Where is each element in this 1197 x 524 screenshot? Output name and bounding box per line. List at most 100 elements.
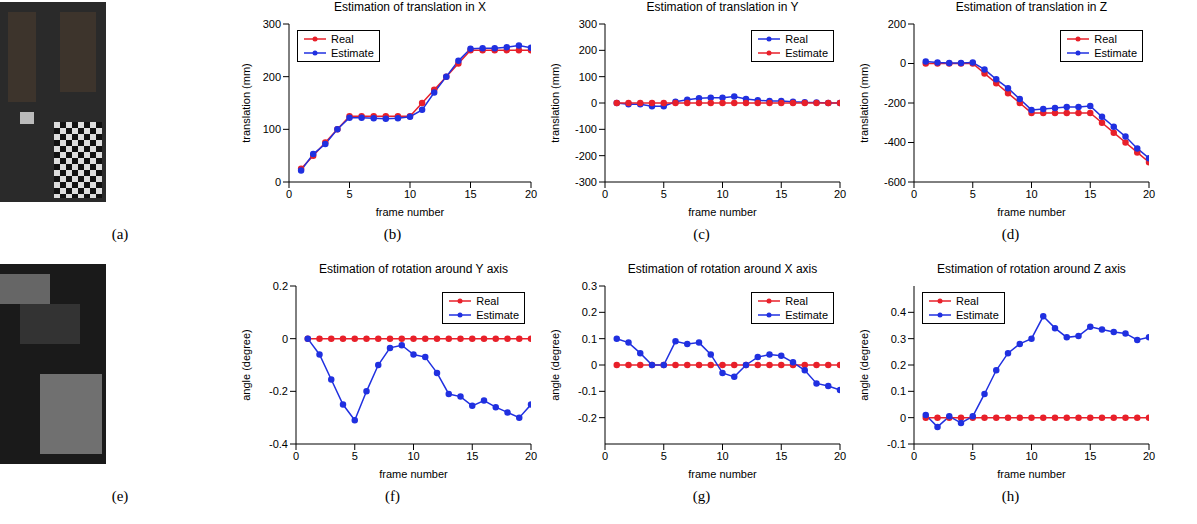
html-text:Estimate: Estimate bbox=[785, 47, 828, 59]
svg-text:-0.1: -0.1 bbox=[578, 385, 597, 397]
svg-text:0.2: 0.2 bbox=[891, 359, 906, 371]
svg-text:200: 200 bbox=[579, 44, 597, 56]
svg-text:0: 0 bbox=[900, 57, 906, 69]
svg-text:5: 5 bbox=[661, 188, 667, 200]
html-text:Estimate: Estimate bbox=[956, 309, 999, 321]
svg-text:-0.2: -0.2 bbox=[269, 385, 288, 397]
html-text:(b): (b) bbox=[383, 226, 402, 242]
svg-text:300: 300 bbox=[263, 18, 281, 30]
svg-text:0: 0 bbox=[602, 450, 608, 462]
svg-text:100: 100 bbox=[579, 71, 597, 83]
svg-text:0: 0 bbox=[282, 333, 288, 345]
html-text:(d): (d) bbox=[1001, 226, 1020, 242]
svg-text:15: 15 bbox=[775, 450, 787, 462]
svg-text:0: 0 bbox=[911, 188, 917, 200]
svg-text:20: 20 bbox=[834, 450, 846, 462]
html-text:Estimate: Estimate bbox=[331, 47, 374, 59]
html-text:Estimate: Estimate bbox=[1094, 47, 1137, 59]
svg-text:translation (mm): translation (mm) bbox=[858, 63, 870, 142]
html-text:Real: Real bbox=[785, 33, 808, 45]
svg-text:10: 10 bbox=[1025, 450, 1037, 462]
svg-text:-400: -400 bbox=[884, 136, 906, 148]
html-text:Real: Real bbox=[1094, 33, 1117, 45]
html-text:Estimation of translation in Y: Estimation of translation in Y bbox=[646, 0, 799, 14]
html-text:(f): (f) bbox=[385, 488, 400, 504]
svg-text:-100: -100 bbox=[575, 123, 597, 135]
html-text:Real: Real bbox=[956, 295, 979, 307]
html-text:Estimation of translation in Z: Estimation of translation in Z bbox=[955, 0, 1108, 14]
svg-text:-300: -300 bbox=[575, 176, 597, 188]
svg-text:frame number: frame number bbox=[997, 206, 1066, 218]
svg-text:0: 0 bbox=[591, 359, 597, 371]
html-text:Real: Real bbox=[476, 295, 499, 307]
svg-text:5: 5 bbox=[661, 450, 667, 462]
svg-text:5: 5 bbox=[970, 450, 976, 462]
html-text:Estimate: Estimate bbox=[785, 309, 828, 321]
svg-text:300: 300 bbox=[579, 18, 597, 30]
svg-text:angle (degree): angle (degree) bbox=[240, 329, 252, 401]
svg-text:20: 20 bbox=[1143, 188, 1155, 200]
svg-text:5: 5 bbox=[346, 188, 352, 200]
svg-text:0: 0 bbox=[293, 450, 299, 462]
svg-text:-200: -200 bbox=[884, 97, 906, 109]
svg-text:15: 15 bbox=[775, 188, 787, 200]
svg-text:10: 10 bbox=[404, 188, 416, 200]
svg-text:frame number: frame number bbox=[376, 206, 445, 218]
svg-text:0: 0 bbox=[275, 176, 281, 188]
svg-text:0: 0 bbox=[602, 188, 608, 200]
svg-text:200: 200 bbox=[263, 71, 281, 83]
svg-text:0: 0 bbox=[911, 450, 917, 462]
svg-text:frame number: frame number bbox=[379, 468, 448, 480]
svg-text:20: 20 bbox=[834, 188, 846, 200]
svg-text:0.1: 0.1 bbox=[891, 385, 906, 397]
svg-text:15: 15 bbox=[1084, 188, 1096, 200]
svg-text:0: 0 bbox=[591, 97, 597, 109]
svg-text:-0.2: -0.2 bbox=[578, 412, 597, 424]
svg-text:5: 5 bbox=[970, 188, 976, 200]
svg-text:frame number: frame number bbox=[997, 468, 1066, 480]
html-text:Real: Real bbox=[331, 33, 354, 45]
svg-text:0.2: 0.2 bbox=[273, 280, 288, 292]
html-text:(g): (g) bbox=[692, 488, 711, 504]
svg-text:10: 10 bbox=[716, 450, 728, 462]
svg-text:-600: -600 bbox=[884, 176, 906, 188]
svg-text:-200: -200 bbox=[575, 150, 597, 162]
svg-text:0: 0 bbox=[286, 188, 292, 200]
svg-text:0.2: 0.2 bbox=[582, 306, 597, 318]
html-text:Estimation of rotation around: Estimation of rotation around Y axis bbox=[319, 262, 508, 276]
svg-text:15: 15 bbox=[466, 450, 478, 462]
svg-text:200: 200 bbox=[888, 18, 906, 30]
html-text:(c): (c) bbox=[693, 226, 710, 242]
svg-text:15: 15 bbox=[464, 188, 476, 200]
svg-text:20: 20 bbox=[525, 188, 537, 200]
svg-text:0.3: 0.3 bbox=[582, 280, 597, 292]
svg-text:15: 15 bbox=[1084, 450, 1096, 462]
html-text:Estimation of rotation around: Estimation of rotation around Z axis bbox=[937, 262, 1126, 276]
svg-text:10: 10 bbox=[407, 450, 419, 462]
svg-text:-0.4: -0.4 bbox=[269, 438, 288, 450]
svg-text:frame number: frame number bbox=[688, 206, 757, 218]
svg-text:5: 5 bbox=[352, 450, 358, 462]
html-text:(a): (a) bbox=[111, 226, 129, 242]
svg-text:10: 10 bbox=[716, 188, 728, 200]
svg-text:translation (mm): translation (mm) bbox=[240, 63, 252, 142]
svg-text:0: 0 bbox=[900, 412, 906, 424]
html-text:Estimate: Estimate bbox=[476, 309, 519, 321]
svg-text:20: 20 bbox=[525, 450, 537, 462]
svg-text:0.4: 0.4 bbox=[891, 306, 906, 318]
html-text:(h): (h) bbox=[1001, 488, 1020, 504]
html-text:Real: Real bbox=[785, 295, 808, 307]
svg-text:20: 20 bbox=[1143, 450, 1155, 462]
html-text:(e): (e) bbox=[111, 488, 129, 504]
svg-text:0.3: 0.3 bbox=[891, 333, 906, 345]
html-text:Estimation of translation in X: Estimation of translation in X bbox=[334, 0, 486, 14]
svg-text:0.1: 0.1 bbox=[582, 333, 597, 345]
svg-text:frame number: frame number bbox=[688, 468, 757, 480]
svg-text:100: 100 bbox=[263, 123, 281, 135]
svg-text:translation (mm): translation (mm) bbox=[549, 63, 561, 142]
html-text:Estimation of rotation around: Estimation of rotation around X axis bbox=[627, 262, 818, 276]
svg-text:angle (degree): angle (degree) bbox=[858, 329, 870, 401]
svg-text:angle (degree): angle (degree) bbox=[549, 329, 561, 401]
svg-text:-0.1: -0.1 bbox=[887, 438, 906, 450]
svg-text:10: 10 bbox=[1025, 188, 1037, 200]
